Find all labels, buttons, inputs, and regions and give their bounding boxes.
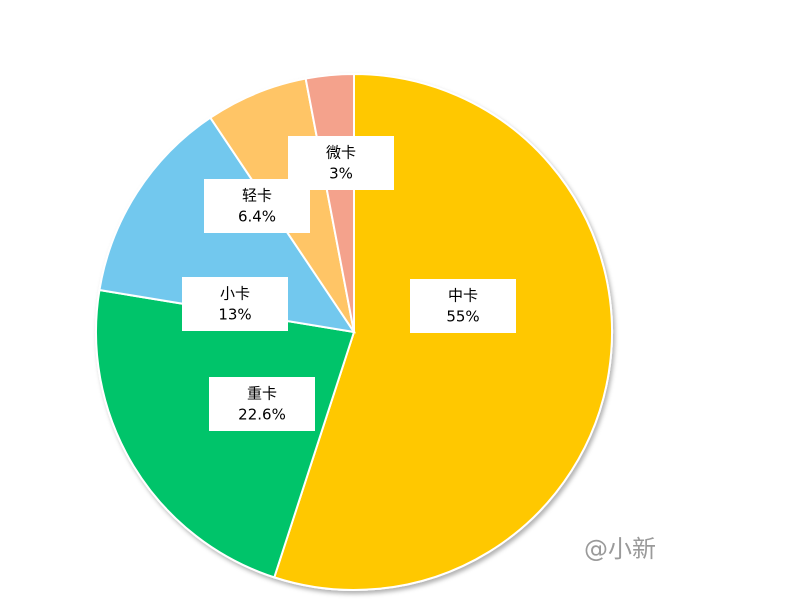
labels: 中卡 55% 重卡 22.6% 小卡 13% 轻卡 6.4% 微卡 3% [182,136,516,431]
label-box [410,279,516,333]
slice-label: 轻卡 [242,187,272,205]
slice-label: 重卡 [247,385,277,403]
watermark: @小新 [584,535,656,563]
value-label: 6.4% [238,208,276,226]
value-label: 13% [218,306,251,324]
label-box [288,136,394,190]
slice-label: 小卡 [220,285,250,303]
label-box [182,277,288,331]
pie-slice [95,288,356,579]
value-label: 55% [446,308,479,326]
slice-label: 微卡 [326,144,356,162]
label-box [209,377,315,431]
slice-label: 中卡 [448,287,478,305]
value-label: 22.6% [238,406,286,424]
value-label: 3% [329,165,353,183]
